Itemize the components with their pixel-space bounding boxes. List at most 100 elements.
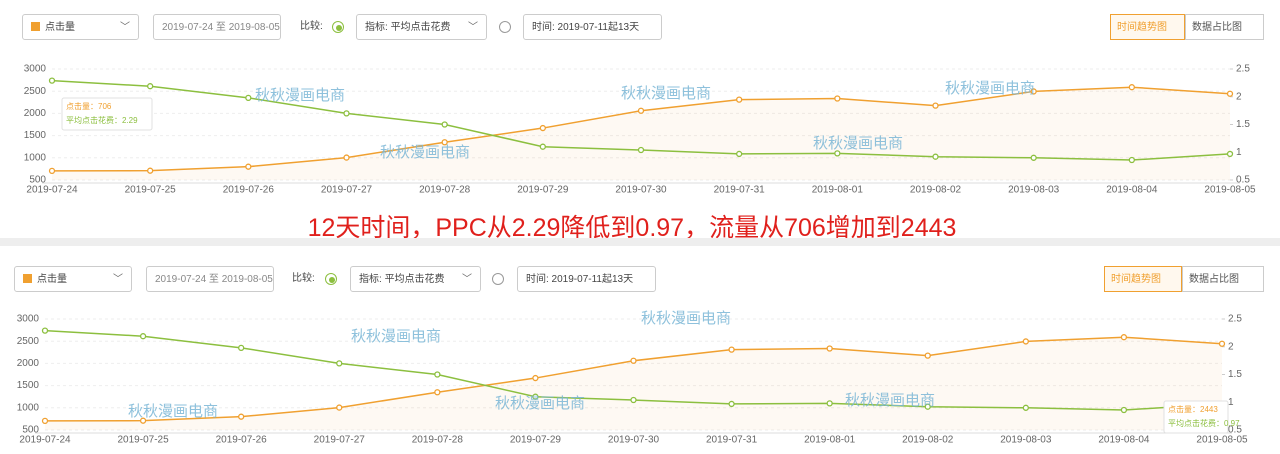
point	[630, 357, 637, 364]
point	[539, 124, 546, 132]
point	[147, 83, 154, 90]
y2-tick-label: 2	[1228, 341, 1234, 352]
x-tick-label: 2019-08-01	[804, 435, 856, 446]
point	[41, 417, 49, 425]
x-tick-label: 2019-08-04	[1106, 185, 1158, 196]
y-tick-label: 2000	[24, 108, 47, 119]
indicator-label: 指标:	[359, 274, 382, 285]
point	[924, 403, 931, 410]
point	[1128, 84, 1135, 91]
point	[1226, 150, 1234, 158]
x-tick-label: 2019-08-05	[1196, 435, 1248, 446]
point	[834, 95, 841, 102]
y2-tick-label: 2.5	[1228, 314, 1242, 325]
watermark: 秋秋漫画电商	[255, 87, 345, 104]
point	[532, 393, 539, 400]
date-range[interactable]: 2019-07-24 至 2019-08-05	[153, 14, 281, 40]
point	[1128, 156, 1135, 164]
toolbar: 点击量 ﹀ 2019-07-24 至 2019-08-05 比较: 指标: 平均点…	[0, 266, 1280, 294]
y2-tick-label: 0.5	[1228, 425, 1242, 436]
x-tick-label: 2019-07-30	[615, 185, 667, 196]
point	[728, 400, 735, 408]
x-tick-label: 2019-07-30	[608, 435, 660, 446]
watermark: 秋秋漫画电商	[845, 392, 935, 409]
x-tick-label: 2019-08-03	[1000, 435, 1052, 446]
x-tick-label: 2019-08-04	[1098, 435, 1150, 446]
time-select[interactable]: 时间: 2019-07-11起13天	[523, 14, 662, 40]
tab-trend[interactable]: 时间趋势图	[1104, 266, 1182, 292]
watermark: 秋秋漫画电商	[621, 85, 711, 102]
point	[245, 94, 252, 102]
point	[1226, 90, 1234, 97]
radio[interactable]	[499, 21, 511, 33]
x-tick-label: 2019-08-03	[1008, 185, 1060, 196]
point	[441, 121, 448, 128]
x-tick-label: 2019-07-29	[510, 435, 562, 446]
x-tick-label: 2019-08-02	[902, 435, 954, 446]
point	[1022, 404, 1029, 411]
y2-tick-label: 2	[1236, 91, 1242, 102]
tooltip-text: 平均点击花费：2.29	[66, 115, 138, 125]
point	[924, 352, 931, 359]
point	[826, 400, 833, 407]
radio[interactable]	[325, 273, 337, 285]
point	[48, 167, 56, 175]
tooltip-text: 点击量：2443	[1168, 404, 1218, 414]
y-tick-label: 500	[22, 425, 39, 436]
point	[336, 360, 343, 367]
area	[45, 337, 1222, 430]
watermark: 秋秋漫画电商	[641, 310, 731, 327]
indicator-select[interactable]: 指标: 平均点击花费 ﹀	[356, 14, 487, 40]
x-tick-label: 2019-07-27	[321, 185, 373, 196]
indicator: 平均点击花费	[390, 22, 451, 33]
watermark: 秋秋漫画电商	[128, 403, 218, 420]
compare-label: 比较:	[300, 21, 323, 32]
date-range[interactable]: 2019-07-24 至 2019-08-05	[146, 266, 274, 292]
point	[48, 77, 56, 84]
y-tick-label: 1000	[24, 152, 47, 163]
tab-share[interactable]: 数据占比图	[1185, 14, 1264, 40]
watermark: 秋秋漫画电商	[351, 328, 441, 345]
y2-tick-label: 1.5	[1236, 119, 1250, 130]
x-tick-label: 2019-07-31	[706, 435, 758, 446]
indicator-select[interactable]: 指标: 平均点击花费 ﹀	[350, 266, 481, 292]
metric: 点击量	[45, 22, 75, 33]
metric-select[interactable]: 点击量 ﹀	[14, 266, 132, 292]
y-tick-label: 1500	[24, 130, 47, 141]
y2-tick-label: 1	[1228, 397, 1234, 408]
indicator: 平均点击花费	[384, 274, 445, 285]
radio[interactable]	[332, 21, 344, 33]
x-tick-label: 2019-07-26	[223, 185, 275, 196]
point	[637, 146, 645, 154]
point	[343, 110, 350, 117]
point	[630, 396, 637, 404]
x-tick-label: 2019-07-29	[517, 185, 569, 196]
y-tick-label: 2500	[24, 86, 47, 97]
point	[434, 371, 441, 378]
tab-trend[interactable]: 时间趋势图	[1110, 14, 1185, 40]
y2-tick-label: 1	[1236, 147, 1242, 158]
y-tick-label: 2500	[17, 336, 40, 347]
tab-share[interactable]: 数据占比图	[1182, 266, 1264, 292]
point	[834, 150, 841, 157]
point	[238, 344, 245, 352]
point	[932, 153, 939, 160]
y-tick-label: 1500	[17, 380, 40, 391]
point	[1120, 406, 1128, 414]
metric-select[interactable]: 点击量 ﹀	[22, 14, 139, 40]
x-tick-label: 2019-07-26	[216, 435, 268, 446]
headline: 12天时间，PPC从2.29降低到0.97，流量从706增加到2443	[307, 214, 957, 242]
x-tick-label: 2019-07-24	[19, 435, 71, 446]
point	[826, 345, 833, 352]
x-tick-label: 2019-08-01	[812, 185, 864, 196]
watermark: 秋秋漫画电商	[945, 80, 1035, 97]
x-tick-label: 2019-07-24	[26, 185, 78, 196]
x-tick-label: 2019-07-25	[118, 435, 170, 446]
point	[1030, 88, 1037, 95]
radio[interactable]	[492, 273, 504, 285]
compare-label: 比较:	[292, 273, 315, 284]
separator	[0, 238, 1280, 246]
time-select[interactable]: 时间: 2019-07-11起13天	[517, 266, 656, 292]
point	[147, 167, 154, 174]
